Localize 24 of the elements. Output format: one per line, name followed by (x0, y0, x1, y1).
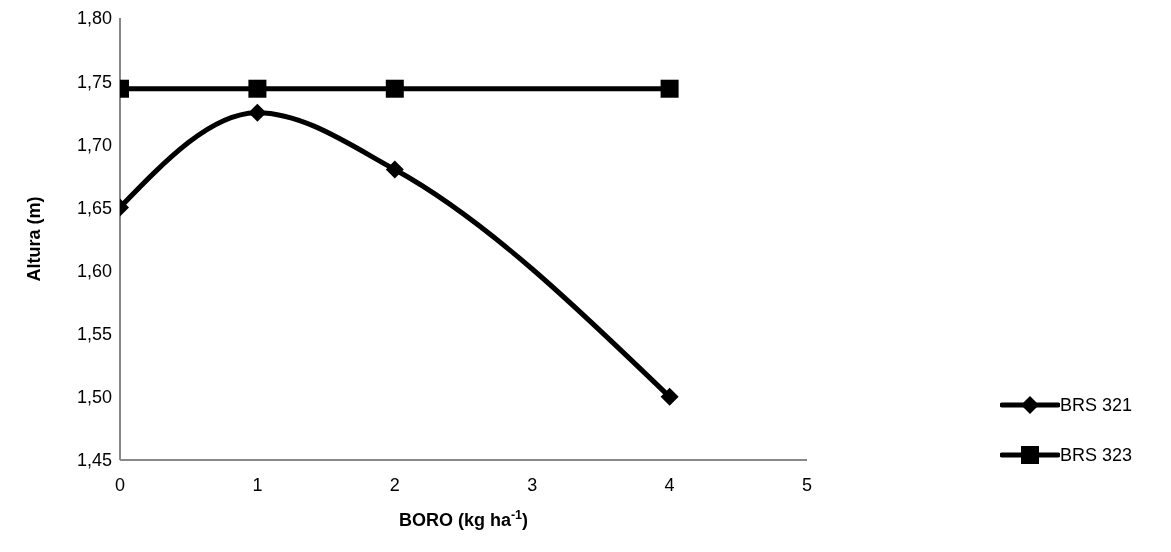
x-tick-label: 1 (252, 474, 263, 495)
x-tick-label: 0 (114, 474, 126, 495)
x-tick-label: 2 (389, 474, 400, 495)
y-tick-label: 1,80 (76, 8, 112, 29)
y-tick-label: 1,55 (76, 324, 112, 345)
y-tick-label: 1,45 (76, 450, 112, 471)
point (660, 79, 679, 98)
y-axis-title: Altura (m) (24, 196, 45, 282)
point (385, 160, 404, 179)
x-tick-label: 4 (664, 474, 675, 495)
point (385, 79, 404, 98)
y-tick-label: 1,60 (76, 260, 112, 281)
legend-label: BRS 321 (1060, 394, 1133, 416)
point (248, 79, 267, 98)
y-tick-label: 1,75 (76, 71, 112, 92)
legend-label: BRS 323 (1060, 444, 1133, 466)
x-tick-label: 3 (527, 474, 538, 495)
y-tick-label: 1,50 (76, 387, 112, 408)
point (660, 387, 679, 406)
x-axis-title: BORO (kg ha$^{-1}$) (398, 508, 529, 530)
point (248, 103, 267, 122)
y-tick-label: 1,70 (76, 134, 112, 155)
y-tick-label: 1,65 (76, 197, 112, 218)
x-tick-label: 5 (801, 474, 813, 495)
